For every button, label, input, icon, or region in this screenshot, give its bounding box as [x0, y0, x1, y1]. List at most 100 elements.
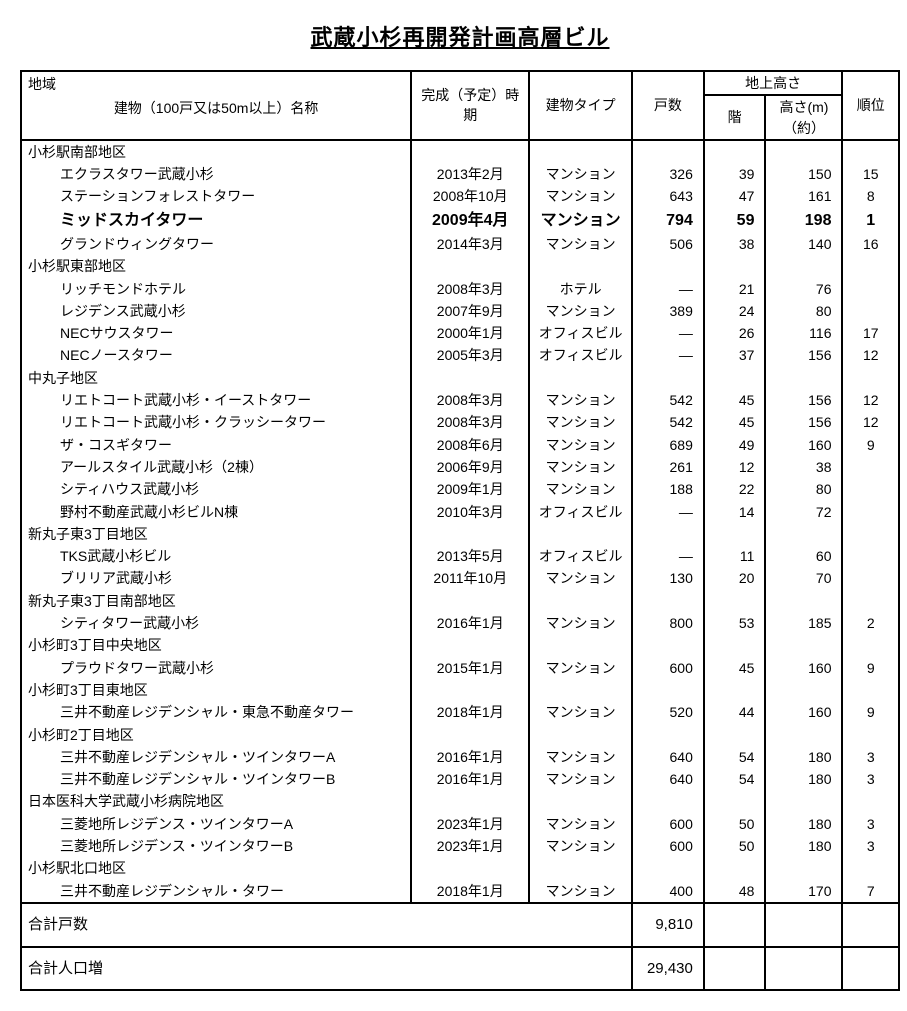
rank: 12 — [842, 389, 899, 411]
completion-date: 2008年10月 — [411, 185, 529, 207]
completion-date: 2014年3月 — [411, 233, 529, 255]
floors: 54 — [704, 746, 766, 768]
floors: 11 — [704, 545, 766, 567]
height: 38 — [765, 456, 842, 478]
height: 160 — [765, 657, 842, 679]
th-units: 戸数 — [632, 71, 704, 140]
th-region-name: 地域 建物（100戸又は50m以上）名称 — [21, 71, 411, 140]
height: 160 — [765, 701, 842, 723]
region-name: 小杉駅東部地区 — [21, 255, 411, 277]
building-type: マンション — [529, 880, 632, 903]
table-row: ステーションフォレストタワー2008年10月マンション643471618 — [21, 185, 899, 207]
table-row: ミッドスカイタワー2009年4月マンション794591981 — [21, 208, 899, 233]
height: 116 — [765, 322, 842, 344]
rank: 9 — [842, 657, 899, 679]
building-type: マンション — [529, 411, 632, 433]
floors: 47 — [704, 185, 766, 207]
completion-date: 2010年3月 — [411, 501, 529, 523]
building-type: マンション — [529, 233, 632, 255]
building-name: エクラスタワー武蔵小杉 — [21, 163, 411, 185]
completion-date: 2007年9月 — [411, 300, 529, 322]
table-row: 三井不動産レジデンシャル・ツインタワーB2016年1月マンション64054180… — [21, 768, 899, 790]
rank: 1 — [842, 208, 899, 233]
building-name: シティハウス武蔵小杉 — [21, 478, 411, 500]
region-name: 小杉駅北口地区 — [21, 857, 411, 879]
region-row: 小杉町3丁目東地区 — [21, 679, 899, 701]
table-row: リッチモンドホテル2008年3月ホテル―2176 — [21, 278, 899, 300]
table-row: 三菱地所レジデンス・ツインタワーA2023年1月マンション600501803 — [21, 813, 899, 835]
floors: 49 — [704, 434, 766, 456]
units: 643 — [632, 185, 704, 207]
units: 188 — [632, 478, 704, 500]
th-above-ground: 地上高さ — [704, 71, 843, 95]
building-type: ホテル — [529, 278, 632, 300]
completion-date: 2009年4月 — [411, 208, 529, 233]
height: 156 — [765, 389, 842, 411]
units: 800 — [632, 612, 704, 634]
table-row: シティタワー武蔵小杉2016年1月マンション800531852 — [21, 612, 899, 634]
floors: 39 — [704, 163, 766, 185]
floors: 50 — [704, 835, 766, 857]
table-row: アールスタイル武蔵小杉（2棟）2006年9月マンション2611238 — [21, 456, 899, 478]
th-region: 地域 — [28, 76, 56, 92]
region-name: 新丸子東3丁目南部地区 — [21, 590, 411, 612]
building-type: マンション — [529, 612, 632, 634]
building-type: オフィスビル — [529, 545, 632, 567]
building-name: リッチモンドホテル — [21, 278, 411, 300]
rank: 3 — [842, 768, 899, 790]
region-row: 新丸子東3丁目地区 — [21, 523, 899, 545]
floors: 21 — [704, 278, 766, 300]
region-row: 日本医科大学武蔵小杉病院地区 — [21, 790, 899, 812]
floors: 20 — [704, 567, 766, 589]
rank — [842, 278, 899, 300]
table-row: TKS武蔵小杉ビル2013年5月オフィスビル―1160 — [21, 545, 899, 567]
units: 600 — [632, 813, 704, 835]
rank: 3 — [842, 746, 899, 768]
floors: 45 — [704, 389, 766, 411]
height: 72 — [765, 501, 842, 523]
floors: 44 — [704, 701, 766, 723]
completion-date: 2013年2月 — [411, 163, 529, 185]
building-name: 三菱地所レジデンス・ツインタワーA — [21, 813, 411, 835]
completion-date: 2023年1月 — [411, 835, 529, 857]
rank: 3 — [842, 813, 899, 835]
height: 76 — [765, 278, 842, 300]
total-pop-row: 合計人口増 29,430 — [21, 947, 899, 991]
units: ― — [632, 344, 704, 366]
units: 794 — [632, 208, 704, 233]
building-type: オフィスビル — [529, 344, 632, 366]
table-row: 野村不動産武蔵小杉ビルN棟2010年3月オフィスビル―1472 — [21, 501, 899, 523]
floors: 59 — [704, 208, 766, 233]
table-row: 三井不動産レジデンシャル・東急不動産タワー2018年1月マンション5204416… — [21, 701, 899, 723]
building-name: ブリリア武蔵小杉 — [21, 567, 411, 589]
height: 180 — [765, 768, 842, 790]
th-rank: 順位 — [842, 71, 899, 140]
floors: 14 — [704, 501, 766, 523]
region-name: 小杉町3丁目東地区 — [21, 679, 411, 701]
floors: 24 — [704, 300, 766, 322]
region-name: 小杉町3丁目中央地区 — [21, 634, 411, 656]
building-type: マンション — [529, 478, 632, 500]
units: 600 — [632, 657, 704, 679]
region-name: 小杉町2丁目地区 — [21, 724, 411, 746]
units: 130 — [632, 567, 704, 589]
building-name: 三菱地所レジデンス・ツインタワーB — [21, 835, 411, 857]
height: 156 — [765, 411, 842, 433]
building-type: マンション — [529, 701, 632, 723]
completion-date: 2008年3月 — [411, 389, 529, 411]
completion-date: 2018年1月 — [411, 701, 529, 723]
building-type: オフィスビル — [529, 322, 632, 344]
units: ― — [632, 545, 704, 567]
height: 185 — [765, 612, 842, 634]
building-type: マンション — [529, 185, 632, 207]
building-name: グランドウィングタワー — [21, 233, 411, 255]
building-type: マンション — [529, 835, 632, 857]
building-name: 三井不動産レジデンシャル・ツインタワーB — [21, 768, 411, 790]
floors: 12 — [704, 456, 766, 478]
rank: 9 — [842, 434, 899, 456]
rank — [842, 545, 899, 567]
table-row: 三井不動産レジデンシャル・タワー2018年1月マンション400481707 — [21, 880, 899, 903]
rank — [842, 501, 899, 523]
units: 542 — [632, 389, 704, 411]
region-row: 中丸子地区 — [21, 367, 899, 389]
